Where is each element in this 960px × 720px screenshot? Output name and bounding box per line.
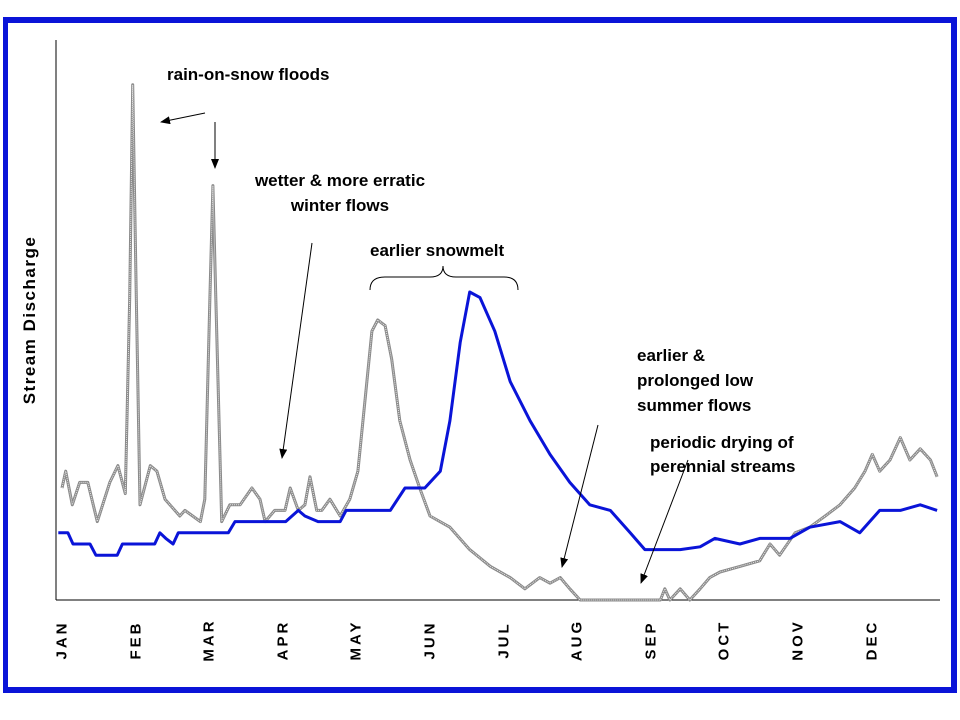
snowmelt-brace [369,265,519,291]
annotation-line: summer flows [637,396,752,415]
y-axis-label: Stream Discharge [20,235,39,405]
annotation-rain-on-snow: rain-on-snow floods [167,65,330,84]
x-tick-label-sep: SEP [642,620,660,660]
annotation-line: wetter & more erratic [254,171,426,190]
x-tick-label-may: MAY [347,619,365,661]
annotation-line: earlier & [637,346,706,365]
annotation-line: prolonged low [637,371,754,390]
arrow-low-summer-flows [560,424,599,568]
x-tick-label-apr: APR [274,619,292,661]
x-tick-label-nov: NOV [789,619,807,661]
gray-line-stipple [61,84,938,601]
annotation-line: winter flows [290,196,390,215]
annotation-wetter-winter: wetter & more erratic winter flows [230,168,450,218]
series-blue-line [58,290,938,557]
x-tick-label-feb: FEB [127,620,145,660]
x-tick-label-mar: MAR [200,618,218,662]
x-tick-label-jun: JUN [421,620,439,660]
arrow-periodic-drying [640,459,689,584]
annotation-arrows [160,112,689,584]
arrow-winter-flows [279,242,313,459]
blue-line-path [58,290,938,557]
arrow-rain-on-snow-feb [160,112,206,125]
annotation-low-summer-flows: earlier & prolonged low summer flows [637,343,753,418]
annotation-snowmelt: earlier snowmelt [370,241,505,260]
annotation-line: perennial streams [650,457,796,476]
x-tick-label-jul: JUL [495,621,513,659]
x-tick-label-jan: JAN [53,620,71,660]
blue-frame [3,17,957,693]
x-tick-label-oct: OCT [715,619,733,661]
annotation-periodic-drying: periodic drying of perennial streams [650,431,796,479]
x-tick-label-aug: AUG [568,618,586,662]
x-tick-label-dec: DEC [863,619,881,661]
series-gray-line [60,83,939,602]
annotation-line: periodic drying of [650,433,794,452]
